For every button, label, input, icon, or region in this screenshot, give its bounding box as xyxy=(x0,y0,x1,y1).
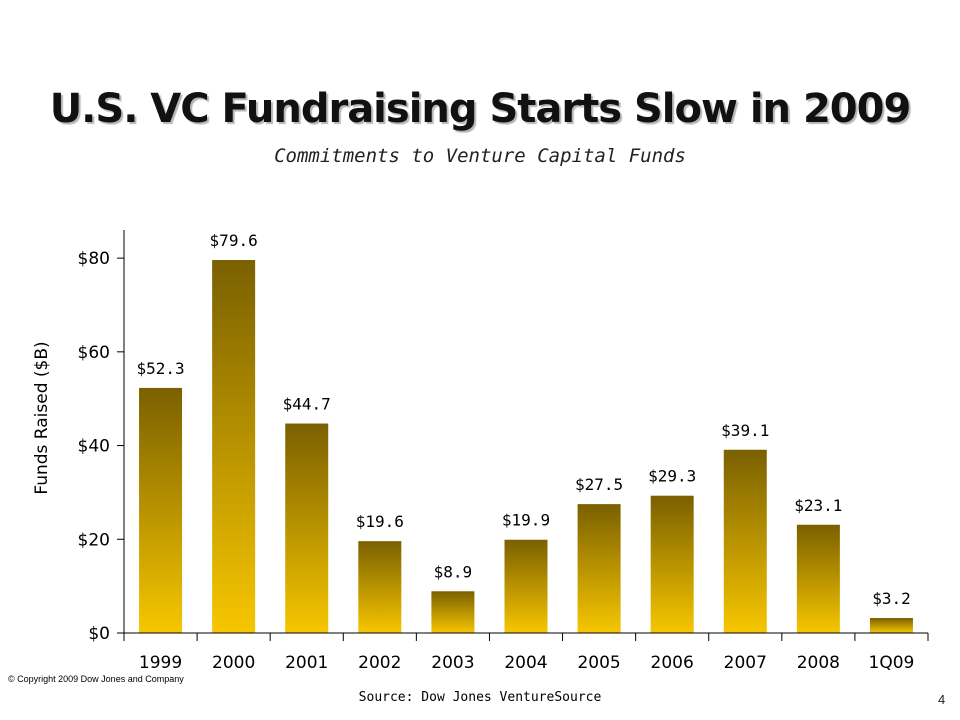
bar-2004 xyxy=(504,539,548,633)
x-tick-label-1Q09: 1Q09 xyxy=(869,653,915,673)
value-label-1999: $52.3 xyxy=(136,359,184,378)
x-tick-label-2007: 2007 xyxy=(724,653,767,673)
x-tick-label-2006: 2006 xyxy=(651,653,694,673)
x-tick-label-2002: 2002 xyxy=(358,653,401,673)
x-tick-label-2005: 2005 xyxy=(577,653,620,673)
x-tick-label-2001: 2001 xyxy=(285,653,328,673)
x-categories-group: 1999 2000 2001 2002 2003 2004 2005 2006 2007 2008… xyxy=(139,653,914,673)
bar-2000 xyxy=(212,259,256,633)
bar-2002 xyxy=(358,541,402,633)
bar-2006 xyxy=(650,495,694,633)
value-label-2002: $19.6 xyxy=(356,512,404,531)
y-ticks-group: $0 $20 $40 $60 $80 xyxy=(78,249,124,644)
x-tick-label-2003: 2003 xyxy=(431,653,474,673)
value-label-2007: $39.1 xyxy=(721,421,769,440)
bar-2001 xyxy=(285,423,329,633)
y-axis-label: Funds Raised ($B) xyxy=(32,341,52,494)
y-tick-label-40: $40 xyxy=(78,437,110,457)
value-labels-group: $52.3 $79.6 $44.7 $19.6 $8.9 $19.9 $27.5 $29.3 $… xyxy=(136,231,910,608)
bar-2008 xyxy=(796,524,840,633)
x-tick-label-2008: 2008 xyxy=(797,653,840,673)
bars-group xyxy=(139,259,913,633)
y-tick-label-20: $20 xyxy=(78,530,110,550)
copyright-notice: © Copyright 2009 Dow Jones and Company xyxy=(8,674,184,684)
value-label-2005: $27.5 xyxy=(575,475,623,494)
value-label-2003: $8.9 xyxy=(434,562,473,581)
chart-title: U.S. VC Fundraising Starts Slow in 2009 xyxy=(49,86,912,132)
value-label-2008: $23.1 xyxy=(794,496,842,515)
bar-2003 xyxy=(431,591,475,633)
bar-2005 xyxy=(577,504,621,633)
y-tick-label-0: $0 xyxy=(88,624,110,644)
source-note: Source: Dow Jones VentureSource xyxy=(358,690,602,705)
value-label-1Q09: $3.2 xyxy=(872,589,911,608)
chart-subtitle: Commitments to Venture Capital Funds xyxy=(274,145,686,167)
value-label-2000: $79.6 xyxy=(210,231,258,250)
x-tick-label-2000: 2000 xyxy=(212,653,255,673)
value-label-2006: $29.3 xyxy=(648,467,696,486)
y-tick-label-60: $60 xyxy=(78,343,110,363)
page-number: 4 xyxy=(938,692,946,707)
x-tick-label-1999: 1999 xyxy=(139,653,182,673)
axes-group xyxy=(123,230,929,641)
bar-1Q09 xyxy=(869,618,913,633)
bar-1999 xyxy=(139,387,183,633)
bar-2007 xyxy=(723,449,767,633)
y-tick-label-80: $80 xyxy=(78,249,110,269)
value-label-2004: $19.9 xyxy=(502,511,550,530)
value-label-2001: $44.7 xyxy=(283,395,331,414)
x-tick-label-2004: 2004 xyxy=(504,653,547,673)
